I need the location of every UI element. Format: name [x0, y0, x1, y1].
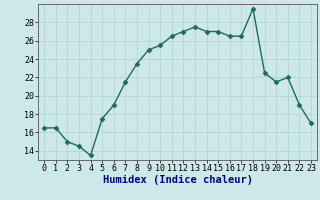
X-axis label: Humidex (Indice chaleur): Humidex (Indice chaleur) — [103, 175, 252, 185]
